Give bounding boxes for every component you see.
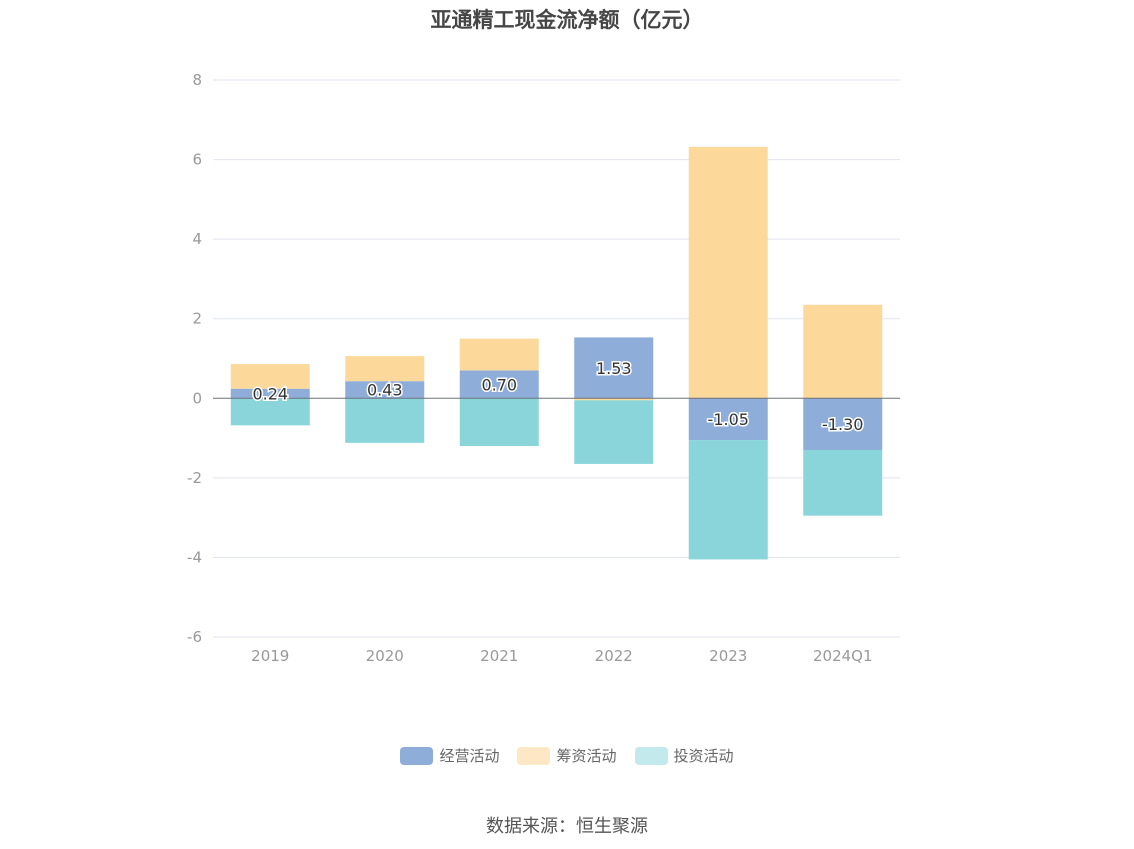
bar-investing [459,398,539,447]
bar-investing [230,398,310,426]
bar-financing [803,304,883,399]
legend-swatch-financing [517,746,551,765]
y-tick-label: -4 [187,548,202,566]
y-tick-label: 4 [192,230,202,248]
bar-operating [803,398,883,451]
data-source: 数据来源：恒生聚源 [486,816,648,837]
bar-investing [574,400,654,464]
bar-financing [688,146,768,399]
y-tick-label: -2 [187,469,202,487]
x-tick-label: 2020 [366,647,404,665]
bar-operating [459,370,539,399]
legend-item-operating[interactable]: 经营活动 [400,745,499,766]
legend-label-financing: 筹资活动 [556,747,617,765]
data-label: 0.24 [252,385,288,404]
y-tick-label: 0 [192,389,202,407]
data-label: 0.43 [367,381,403,400]
x-tick-label: 2023 [709,647,747,665]
legend-label-investing: 投资活动 [673,747,734,765]
bar-investing [803,450,883,516]
chart-legend: 经营活动 筹资活动 投资活动 [0,745,1134,766]
x-tick-label: 2021 [480,647,518,665]
bar-financing [345,356,425,382]
bar-investing [345,398,425,443]
y-tick-label: -6 [187,628,202,646]
legend-label-operating: 经营活动 [439,747,500,765]
bar-operating [574,337,654,399]
x-tick-label: 2019 [251,647,289,665]
chart-title: 亚通精工现金流净额（亿元） [430,8,704,32]
x-tick-label: 2024Q1 [813,647,873,665]
legend-item-investing[interactable]: 投资活动 [634,745,734,766]
x-tick-label: 2022 [595,647,633,665]
data-label: 0.70 [481,375,517,394]
legend-item-financing[interactable]: 筹资活动 [517,745,617,766]
data-label: -1.05 [708,410,749,429]
bar-financing [574,398,654,401]
bar-operating [345,381,425,399]
bar-operating [230,388,310,399]
bar-operating [688,398,768,441]
bar-financing [459,338,539,371]
y-tick-label: 8 [192,71,202,89]
y-tick-label: 6 [192,151,202,169]
legend-swatch-investing [634,746,668,765]
bar-investing [688,440,768,560]
y-tick-label: 2 [192,310,202,328]
bar-financing [230,364,310,389]
legend-swatch-operating [400,746,434,765]
data-label: 1.53 [596,359,632,378]
data-label: -1.30 [822,415,863,434]
